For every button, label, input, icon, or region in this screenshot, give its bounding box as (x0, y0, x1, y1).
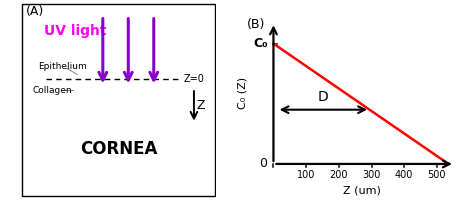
Text: D: D (318, 90, 328, 104)
Text: Epithelium: Epithelium (38, 62, 87, 71)
Text: C₀: C₀ (253, 37, 267, 50)
Text: Z: Z (197, 99, 205, 112)
Text: UV light: UV light (44, 24, 107, 38)
Text: Collagen: Collagen (32, 86, 72, 95)
Text: 0: 0 (260, 157, 267, 170)
Text: 100: 100 (297, 170, 315, 180)
Text: C₀ (Z): C₀ (Z) (237, 77, 247, 109)
Text: (B): (B) (247, 18, 265, 31)
Text: (A): (A) (26, 5, 44, 18)
Text: 400: 400 (395, 170, 413, 180)
Text: CORNEA: CORNEA (80, 140, 157, 158)
Text: 300: 300 (362, 170, 381, 180)
Text: 200: 200 (329, 170, 348, 180)
Text: Z (um): Z (um) (343, 185, 381, 195)
Text: Z=0: Z=0 (183, 74, 204, 84)
Text: 500: 500 (428, 170, 446, 180)
